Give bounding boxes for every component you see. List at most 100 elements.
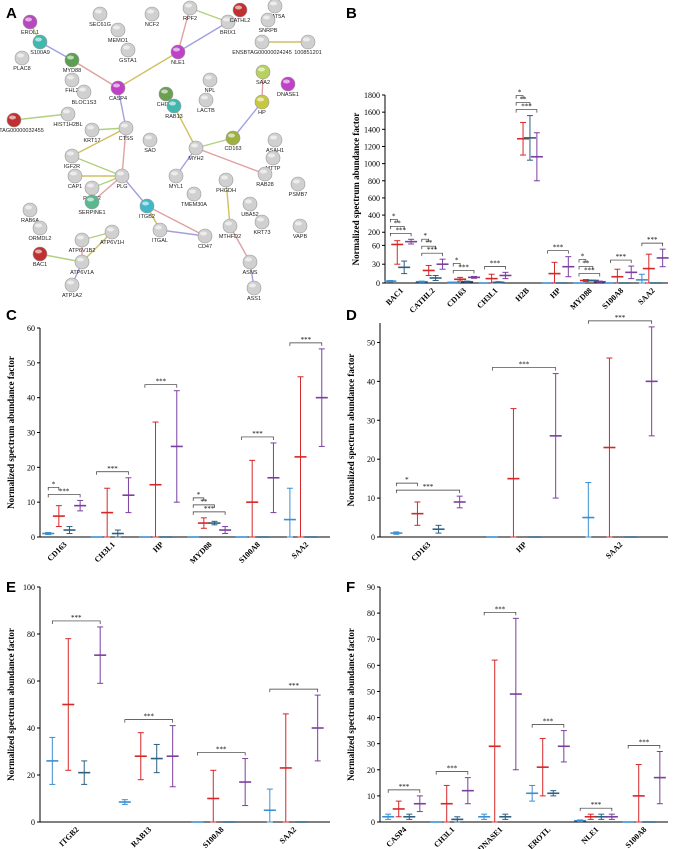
node	[260, 12, 276, 28]
node-label: ATP6V1A	[70, 270, 94, 276]
x-tick-label: SAA2	[278, 825, 299, 846]
node	[242, 254, 258, 270]
y-tick-label: 80	[27, 630, 35, 639]
significance-bracket	[587, 320, 653, 324]
y-tick-label: 40	[367, 714, 375, 723]
node-highlight	[303, 37, 310, 42]
node-highlight	[35, 37, 42, 42]
x-tick-label: SAA2	[604, 540, 625, 561]
significance-label: **	[200, 498, 208, 506]
significance-label: ***	[458, 263, 469, 271]
x-tick-label: NLE1	[580, 825, 601, 846]
node-highlight	[117, 171, 124, 176]
x-tick-label: S100A8	[623, 825, 648, 849]
x-tick-label: S100A8	[201, 825, 226, 849]
significance-label: ***	[289, 682, 300, 690]
node	[104, 224, 120, 240]
significance-bracket	[124, 719, 174, 723]
node-highlight	[35, 223, 42, 228]
x-tick-label: CH3L1	[432, 825, 456, 849]
node-highlight	[225, 221, 232, 226]
node	[300, 34, 316, 50]
y-tick-label: 40	[367, 377, 375, 386]
y-tick-label: 40	[27, 724, 35, 733]
y-tick-label: 1400	[364, 125, 380, 134]
node-label: PSMB7	[289, 192, 308, 198]
node	[232, 2, 248, 18]
x-tick-label: SAA2	[290, 540, 311, 561]
y-tick-label: 50	[367, 338, 375, 347]
node-highlight	[257, 37, 264, 42]
node	[242, 196, 258, 212]
node-highlight	[201, 95, 208, 100]
node-label: UBA52	[241, 212, 258, 218]
node-label: ASS1	[247, 296, 261, 302]
node-highlight	[35, 249, 42, 254]
edge	[117, 51, 179, 89]
node-highlight	[283, 79, 290, 84]
x-tick-label: ITGB2	[57, 825, 80, 848]
node	[76, 84, 92, 100]
node	[84, 180, 100, 196]
node	[74, 254, 90, 270]
node	[84, 122, 100, 138]
node-label: CAP1	[68, 184, 82, 190]
node-label: ORMDL2	[29, 236, 52, 242]
node-highlight	[260, 169, 267, 174]
x-tick-label: RAB13	[129, 825, 153, 849]
edge	[159, 229, 206, 237]
significance-label: ***	[216, 746, 227, 754]
node-highlight	[67, 55, 74, 60]
significance-bracket	[47, 487, 60, 491]
significance-bracket	[452, 263, 461, 267]
node-label: SERPINE1	[78, 210, 105, 216]
node	[246, 280, 262, 296]
significance-bracket	[241, 436, 274, 440]
significance-bracket	[389, 232, 412, 237]
y-tick-label: 0	[31, 533, 35, 542]
significance-bracket	[192, 511, 226, 515]
node	[22, 202, 38, 218]
node-label: ENSBTAG00000032455	[0, 128, 44, 134]
node-label: RAB13	[165, 114, 182, 120]
significance-bracket	[395, 489, 461, 494]
node	[6, 112, 22, 128]
significance-label: ***	[616, 253, 627, 261]
significance-label: ***	[521, 103, 532, 111]
node-label: CD47	[198, 244, 212, 250]
node-label: CATHL2	[230, 18, 251, 24]
node	[280, 76, 296, 92]
significance-label: ***	[107, 465, 118, 473]
edge	[173, 105, 197, 149]
node	[74, 232, 90, 248]
panel-label: A	[6, 5, 17, 22]
y-tick-label: 0	[371, 533, 375, 542]
node-highlight	[171, 171, 178, 176]
node	[182, 0, 198, 16]
node-highlight	[161, 89, 168, 94]
node-label: VAPB	[293, 234, 308, 240]
edge	[13, 113, 69, 121]
y-tick-label: 1800	[364, 91, 380, 100]
edge	[71, 127, 127, 157]
edge	[177, 7, 191, 53]
node-highlight	[25, 17, 32, 22]
node-label: MTHFD2	[219, 234, 241, 240]
significance-bracket	[547, 250, 569, 254]
chart: D Normalized spectrum abundance factor 0 10…	[346, 307, 668, 563]
significance-bracket	[515, 109, 538, 113]
node-highlight	[87, 197, 94, 202]
node-highlight	[235, 5, 242, 10]
node-label: MYL1	[169, 184, 183, 190]
node-highlight	[77, 257, 84, 262]
y-tick-label: 30	[27, 429, 35, 438]
node-highlight	[77, 235, 84, 240]
significance-label: ***	[395, 226, 406, 234]
node	[110, 22, 126, 38]
y-tick-label: 10	[367, 792, 375, 801]
node-label: CASP4	[109, 96, 127, 102]
node-highlight	[113, 25, 120, 30]
edge	[195, 147, 266, 175]
y-tick-label: 20	[27, 771, 35, 780]
